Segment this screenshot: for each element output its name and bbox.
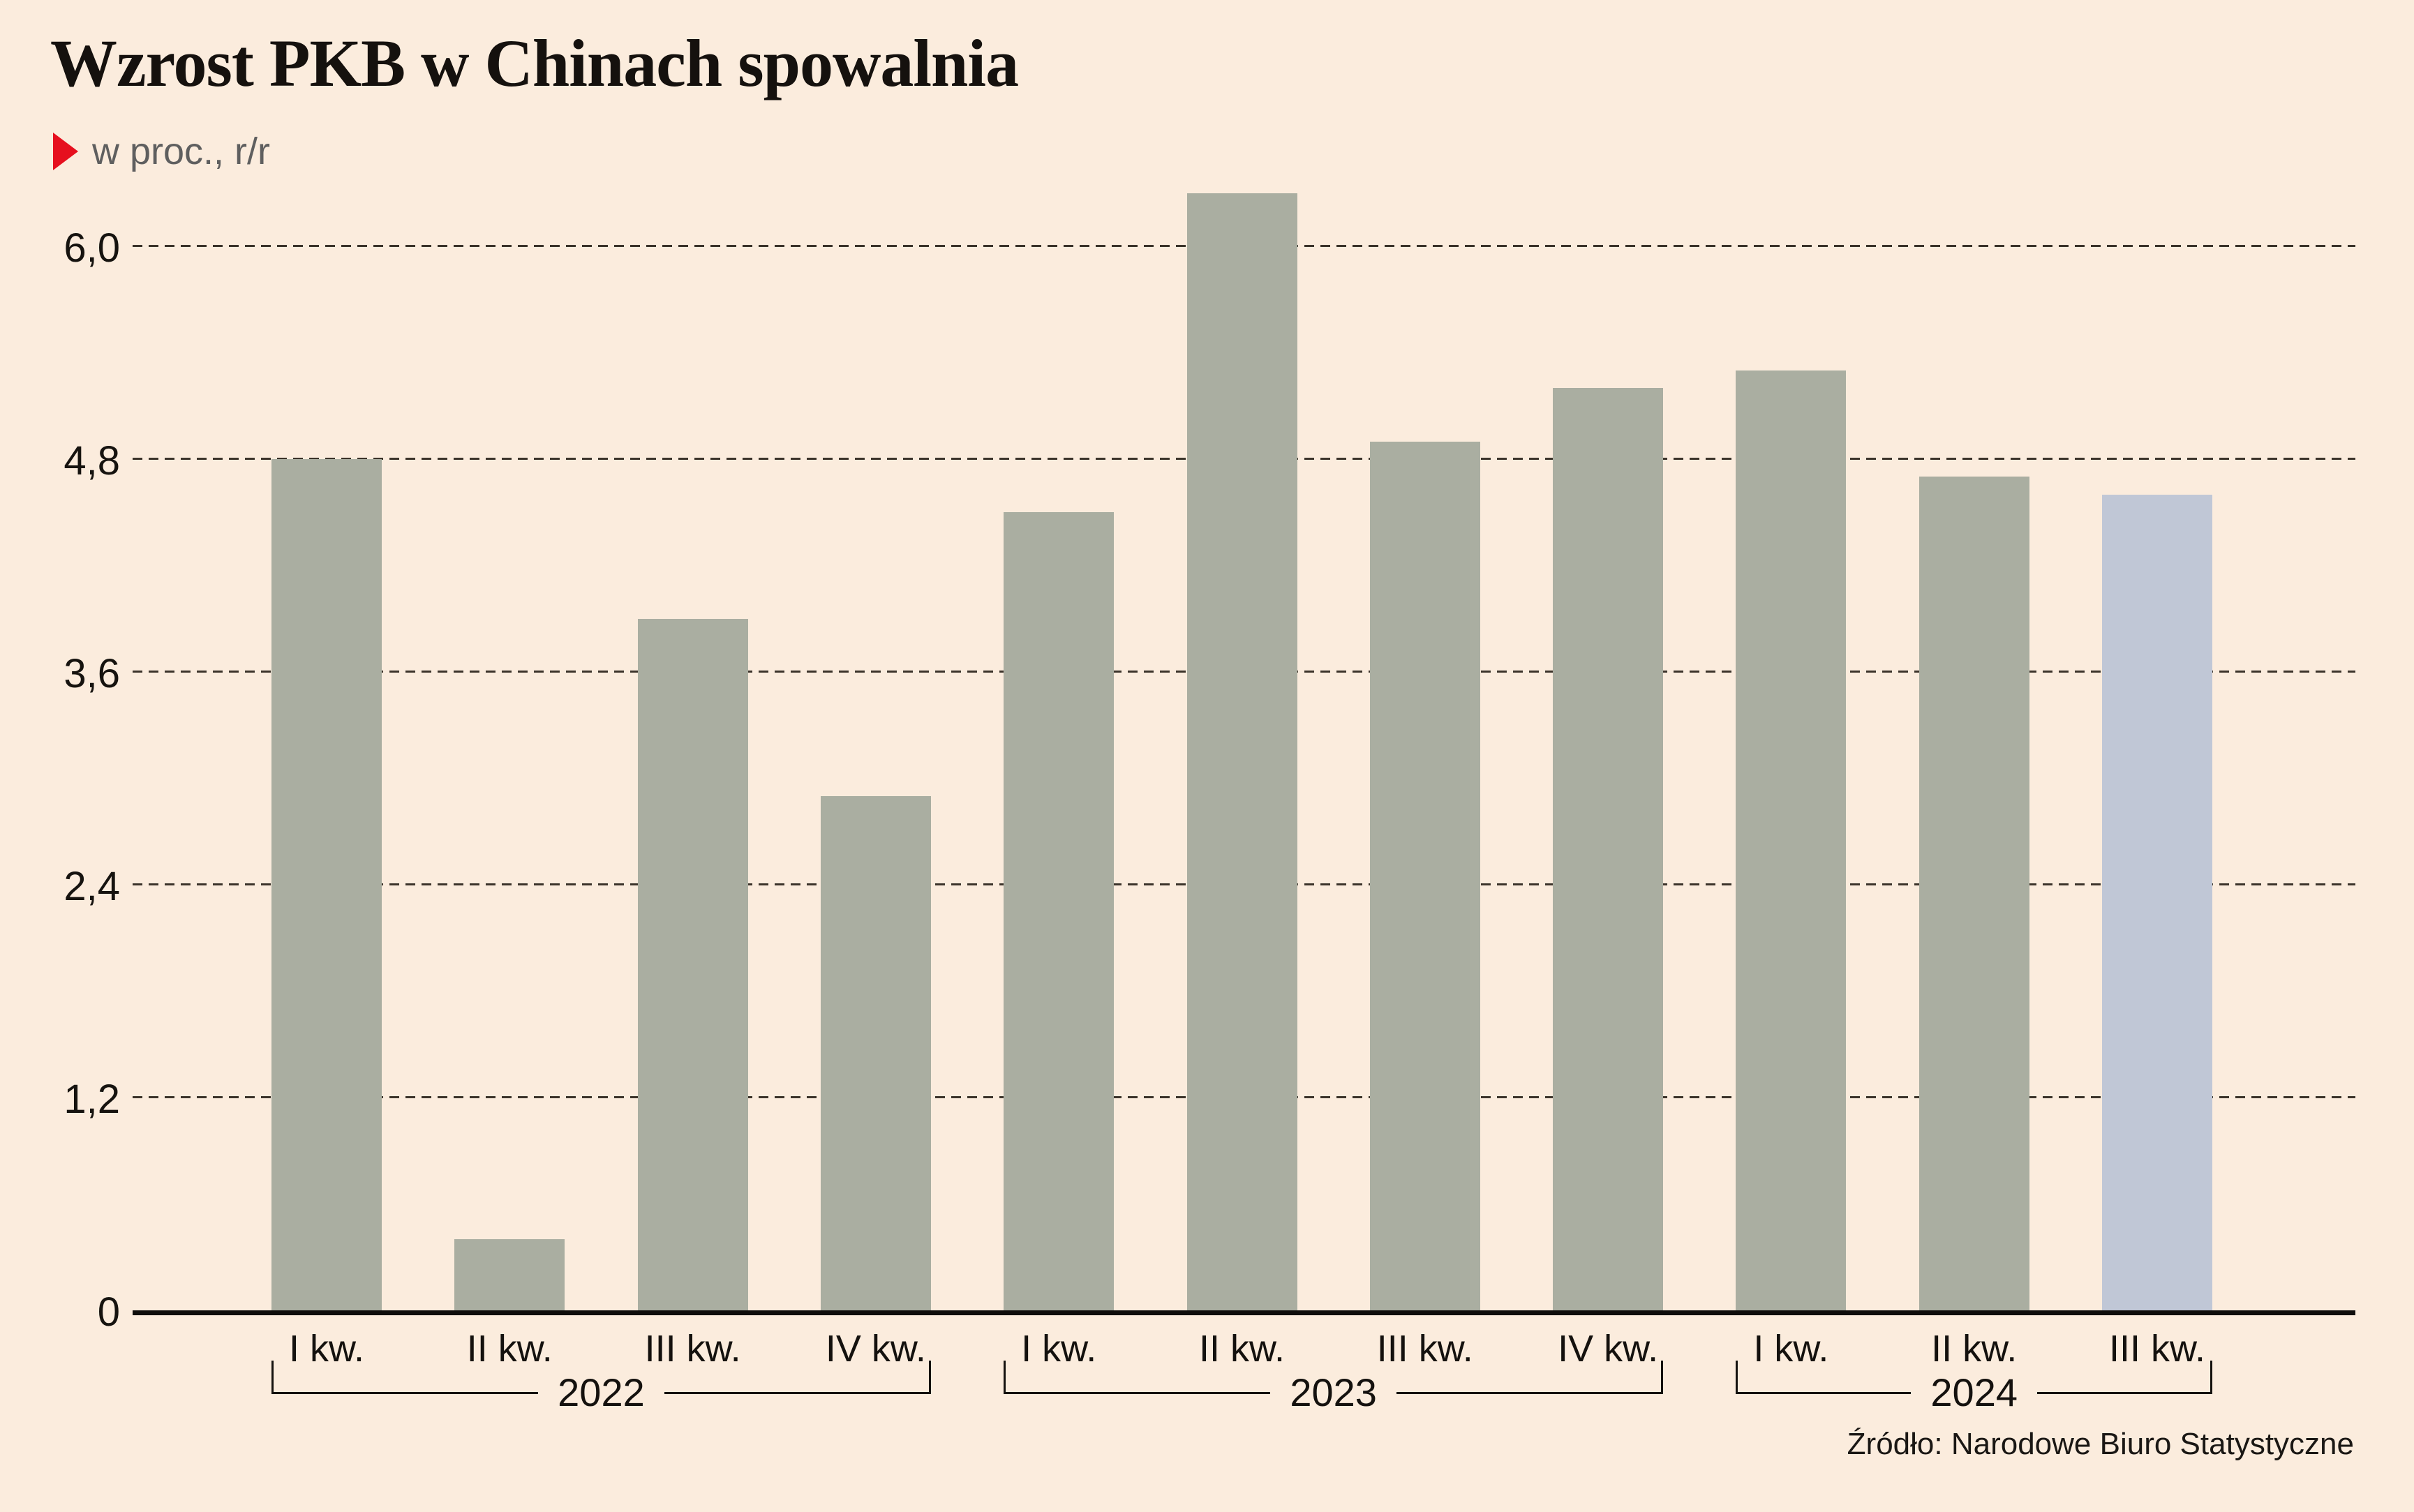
x-tick-label: III kw.	[1376, 1328, 1473, 1370]
year-label: 2022	[558, 1370, 645, 1414]
bracket-tick-left	[1004, 1361, 1006, 1393]
bracket-line: 2024	[1736, 1371, 2212, 1414]
x-tick-label: IV kw.	[825, 1328, 926, 1370]
bar	[1553, 388, 1664, 1310]
bracket-line-segment	[1396, 1391, 1664, 1394]
x-tick-label: II kw.	[466, 1328, 553, 1370]
year-bracket: 2024	[1736, 1361, 2212, 1414]
bar	[2102, 494, 2212, 1310]
bracket-line-segment	[1736, 1391, 1912, 1394]
bracket-tick-left	[1736, 1361, 1738, 1393]
bracket-tick-right	[928, 1361, 931, 1393]
bracket-line-segment	[1004, 1391, 1271, 1394]
bar	[1918, 477, 2029, 1310]
x-axis-line	[133, 1310, 2355, 1315]
x-tick-label: I kw.	[1021, 1328, 1097, 1370]
bar	[820, 795, 931, 1310]
bar	[1369, 441, 1480, 1310]
bar	[271, 458, 382, 1310]
y-tick-label: 4,8	[64, 437, 120, 484]
x-tick-label: III kw.	[2108, 1328, 2206, 1370]
bar	[454, 1239, 565, 1310]
y-tick-label: 6,0	[64, 225, 120, 271]
x-tick-label: I kw.	[1753, 1328, 1829, 1370]
y-tick-label: 3,6	[64, 650, 120, 696]
x-tick-label: IV kw.	[1558, 1328, 1659, 1370]
year-bracket: 2022	[271, 1361, 931, 1414]
year-label: 2023	[1290, 1370, 1377, 1414]
x-tick-label: II kw.	[1198, 1328, 1286, 1370]
source-note: Źródło: Narodowe Biuro Statystyczne	[1847, 1427, 2354, 1461]
bracket-line-segment	[2036, 1391, 2212, 1394]
chart-subtitle: w proc., r/r	[92, 130, 271, 172]
year-label: 2024	[1930, 1370, 2018, 1414]
red-triangle-icon	[53, 133, 78, 170]
subtitle-row: w proc., r/r	[53, 131, 270, 172]
bar	[637, 618, 748, 1310]
bar	[1186, 193, 1297, 1310]
chart-title: Wzrost PKB w Chinach spowalnia	[50, 26, 1019, 100]
x-tick-label: II kw.	[1931, 1328, 2018, 1370]
bracket-tick-left	[271, 1361, 274, 1393]
bracket-line-segment	[271, 1391, 539, 1394]
y-tick-label: 2,4	[64, 863, 120, 909]
year-bracket: 2023	[1004, 1361, 1664, 1414]
bracket-line: 2023	[1004, 1370, 1664, 1414]
bracket-line: 2022	[271, 1371, 931, 1414]
bracket-line-segment	[664, 1391, 931, 1394]
bracket-tick-right	[2210, 1361, 2212, 1393]
y-tick-label: 1,2	[64, 1076, 120, 1122]
x-tick-label: III kw.	[644, 1328, 741, 1370]
x-tick-label: I kw.	[288, 1328, 365, 1370]
bar	[1736, 370, 1847, 1310]
bracket-tick-right	[1661, 1361, 1664, 1393]
y-tick-label: 0	[97, 1289, 120, 1335]
bar	[1004, 512, 1115, 1310]
